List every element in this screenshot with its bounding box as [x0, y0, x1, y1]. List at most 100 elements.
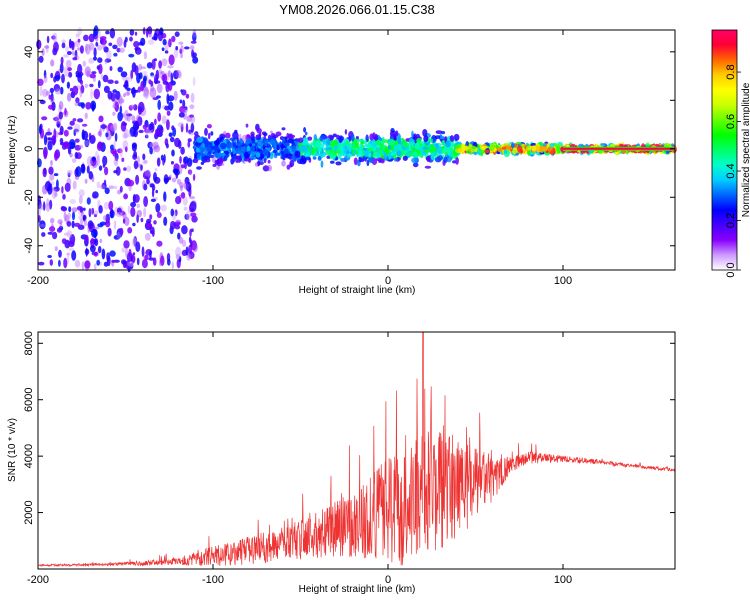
spectrogram-cell [154, 168, 158, 172]
spectrogram-cell [40, 223, 45, 228]
spectrogram-cell [235, 155, 243, 163]
spectrogram-cell [93, 263, 97, 271]
spectrogram-cell [183, 206, 188, 211]
spectrogram-cell [434, 135, 441, 140]
spectrogram-cell [449, 135, 455, 142]
spectrogram-cell [64, 182, 71, 192]
spectrogram-cell [113, 157, 119, 167]
spectrogram-cell [166, 93, 170, 105]
spectrogram-cell [199, 146, 206, 153]
spectrogram-cell [401, 149, 405, 157]
spectrogram-cell [436, 148, 440, 153]
spectrogram-cell [90, 245, 96, 253]
spectrogram-cell [202, 137, 208, 144]
spectrogram-cell [334, 145, 337, 152]
spectrogram-cell [174, 209, 178, 217]
spectrogram-cell [240, 146, 246, 152]
spectrogram-x-tick-label: -100 [202, 275, 224, 287]
spectrogram-cell [218, 157, 224, 164]
spectrogram-cell [88, 57, 95, 64]
spectrogram-cell [396, 150, 402, 157]
spectrogram-cell [41, 116, 48, 121]
spectrogram-cell [141, 160, 148, 165]
spectrogram-cell [332, 133, 337, 138]
spectrogram-cell [404, 149, 408, 154]
spectrogram-cell [106, 49, 112, 60]
spectrogram-cell [130, 69, 134, 80]
spectrogram-cell [179, 106, 186, 114]
spectrogram-cell [140, 66, 147, 70]
spectrogram-cell [123, 93, 126, 98]
spectrogram-cell [250, 131, 255, 137]
spectrogram-x-ticks: -200 -100 0 100 [27, 30, 572, 287]
spectrogram-cell [135, 174, 140, 185]
spectrogram-cell [367, 143, 372, 150]
spectrogram-cell [517, 145, 523, 153]
spectrogram-cell [190, 92, 195, 103]
spectrogram-cell [196, 136, 203, 143]
spectrogram-cell [241, 134, 248, 142]
spectrogram-cell [53, 116, 60, 122]
spectrogram-cell [96, 259, 101, 266]
spectrogram-cell [166, 119, 170, 131]
spectrogram-cell [377, 152, 381, 158]
spectrogram-cell [190, 122, 195, 133]
spectrogram-cell [91, 251, 98, 256]
spectrogram-cell [210, 131, 214, 136]
spectrogram-cell [85, 43, 91, 55]
spectrogram-cell [149, 214, 153, 220]
spectrogram-cell [73, 129, 77, 137]
spectrogram-cell [214, 159, 219, 165]
spectrogram-cell [185, 246, 189, 256]
spectrogram-cell [64, 107, 67, 116]
spectrogram-cell [82, 130, 89, 140]
spectrogram-cell [51, 188, 57, 199]
spectrogram-cell [45, 203, 51, 212]
spectrogram-cell [179, 99, 183, 104]
spectrogram-x-tick-label: 100 [554, 275, 572, 287]
spectrogram-cell [121, 157, 125, 162]
spectrogram-cell [111, 104, 117, 109]
spectrogram-cell [178, 236, 184, 244]
spectrogram-cell [44, 45, 50, 49]
spectrogram-cell [109, 28, 116, 39]
spectrogram-cell [350, 133, 355, 142]
spectrogram-cell [50, 59, 55, 67]
spectrogram-cell [68, 71, 73, 78]
spectrogram-cell [37, 214, 41, 223]
spectrogram-cell [82, 123, 88, 127]
spectrogram-cell [124, 36, 128, 43]
spectrogram-cell [159, 259, 162, 267]
spectrogram-cell [58, 111, 63, 120]
spectrogram-cell [287, 138, 295, 144]
spectrogram-cell [67, 126, 73, 130]
spectrogram-y-ticks: -40 -20 0 20 40 [23, 46, 675, 254]
spectrogram-cell [144, 88, 150, 99]
spectrogram-cell [103, 46, 109, 53]
spectrogram-cell [423, 135, 429, 143]
spectrogram-cell [74, 144, 82, 151]
spectrogram-cell [118, 98, 125, 104]
spectrogram-cell [85, 247, 88, 257]
spectrogram-cell [66, 169, 73, 176]
spectrogram-cell [117, 111, 123, 122]
spectrogram-marks [36, 25, 677, 273]
spectrogram-cell [91, 71, 97, 75]
spectrogram-cell [182, 109, 187, 120]
spectrogram-cell [190, 212, 197, 218]
spectrogram-cell [108, 200, 114, 211]
spectrogram-cell [89, 135, 96, 144]
spectrogram-cell [338, 143, 344, 147]
spectrogram-cell [239, 133, 242, 140]
spectrogram-cell [47, 137, 53, 141]
spectrogram-cell [67, 172, 71, 178]
spectrogram-cell [56, 227, 63, 233]
spectrogram-cell [119, 105, 123, 114]
spectrogram-cell [282, 137, 286, 142]
spectrogram-cell [48, 183, 52, 188]
spectrogram-cell [82, 60, 87, 67]
spectrogram-cell [69, 199, 76, 204]
spectrogram-cell [50, 223, 54, 233]
colorbar-tick-label: 0.0 [725, 262, 737, 277]
spectrogram-cell [91, 207, 95, 215]
